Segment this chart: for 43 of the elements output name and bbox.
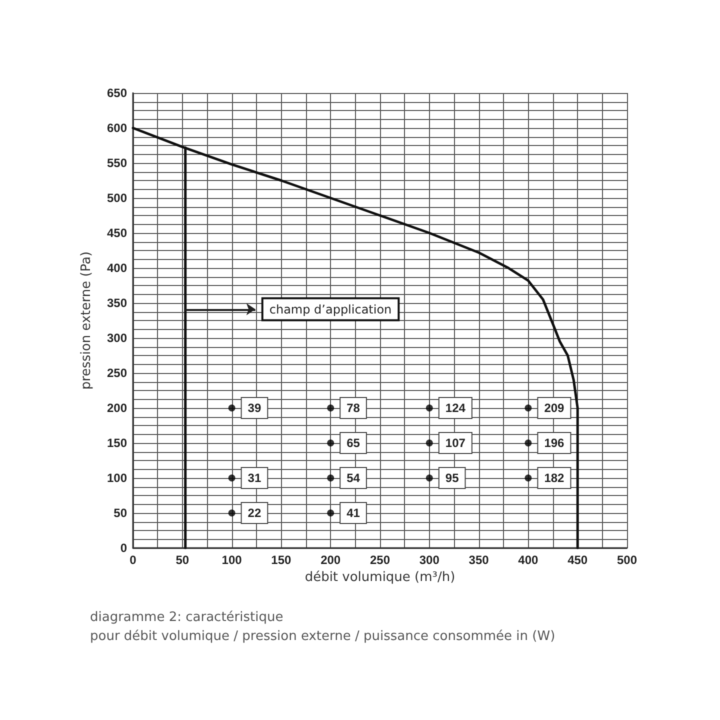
- annotation: 107: [445, 436, 466, 450]
- y-tick-label: 650: [106, 86, 128, 100]
- x-tick-label: 0: [130, 553, 137, 567]
- y-tick-label: 0: [120, 541, 128, 555]
- annotation: 41: [346, 506, 360, 520]
- annotation: 54: [346, 471, 360, 485]
- x-tick-label: 50: [176, 553, 190, 567]
- y-tick-label: 150: [106, 436, 128, 450]
- annotation: 65: [346, 436, 360, 450]
- x-tick-label: 200: [320, 553, 341, 567]
- text: pour débit volumique / pression externe / puissance consommée in (W): [90, 628, 556, 646]
- y-tick-label: 450: [106, 226, 128, 240]
- annotation: 22: [248, 506, 262, 520]
- x-tick-label: 450: [568, 553, 588, 567]
- y-tick-label: 550: [106, 156, 128, 170]
- annotation: 95: [445, 471, 460, 485]
- annotation: 182: [544, 471, 565, 485]
- annotation: 39: [248, 401, 262, 415]
- y-tick-label: 300: [106, 331, 128, 345]
- x-tick-label: 250: [370, 553, 390, 567]
- annotation: 209: [544, 401, 565, 415]
- annotation: 31: [248, 471, 262, 485]
- x-tick-label: 400: [518, 553, 539, 567]
- y-tick-label: 100: [106, 471, 128, 485]
- text: diagramme 2: caractéristique: [90, 609, 284, 627]
- x-tick-label: 100: [222, 553, 242, 567]
- x-tick-label: 500: [616, 553, 638, 567]
- y-tick-label: 350: [106, 296, 128, 310]
- y-tick-label: 50: [114, 506, 128, 520]
- x-axis-title: débit volumique (m³/h): [304, 570, 456, 585]
- y-tick-label: 600: [106, 121, 128, 135]
- x-tick-label: 350: [468, 553, 490, 567]
- x-tick-label: 300: [419, 553, 440, 567]
- y-axis-title: pression externe (Pa): [79, 251, 94, 390]
- y-tick-label: 250: [106, 366, 128, 380]
- annotation: 196: [544, 436, 565, 450]
- x-tick-label: 150: [271, 553, 292, 567]
- y-tick-label: 500: [106, 191, 128, 205]
- annotation: champ d’application: [269, 302, 392, 316]
- y-tick-label: 400: [106, 261, 128, 275]
- annotation: 124: [445, 401, 466, 415]
- annotation: 78: [346, 401, 360, 415]
- y-tick-label: 200: [106, 401, 128, 415]
